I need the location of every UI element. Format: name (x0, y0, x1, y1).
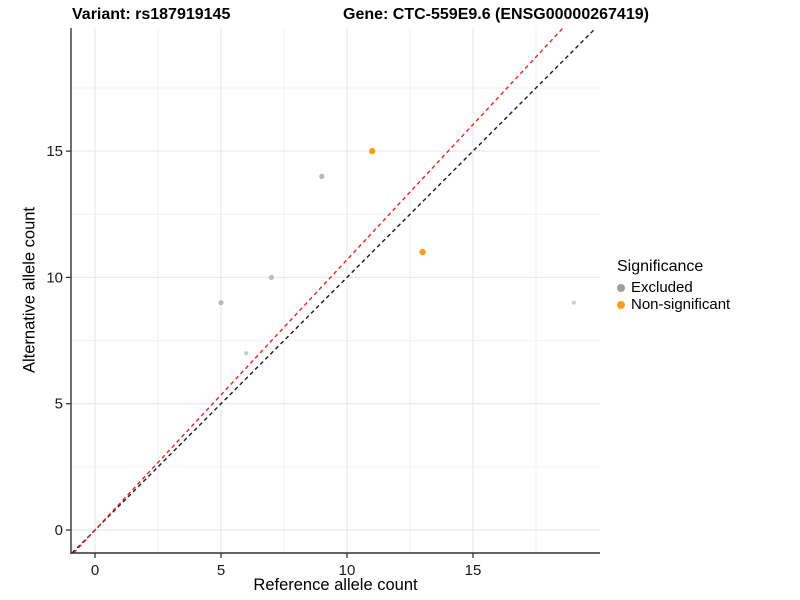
data-point-excluded (218, 300, 224, 306)
legend-label: Excluded (631, 279, 693, 296)
data-point-excluded (319, 173, 325, 179)
data-point-non-significant (369, 147, 376, 155)
legend-items: Excluded Non-significant (617, 279, 730, 313)
legend-dot-icon (617, 300, 625, 309)
data-point-excluded (571, 300, 576, 305)
chart-title-gene: Gene: CTC-559E9.6 (ENSG00000267419) (343, 6, 649, 23)
legend: Significance Excluded Non-significant (617, 258, 730, 313)
identity-line (71, 27, 597, 554)
fit-line (73, 27, 564, 554)
data-point-non-significant (419, 248, 426, 256)
y-tick-label: 5 (55, 396, 63, 413)
y-tick-label: 15 (46, 143, 63, 160)
x-tick-label: 10 (339, 562, 356, 579)
legend-dot-icon (617, 283, 625, 292)
x-tick-label: 0 (91, 562, 99, 579)
y-axis-title: Alternative allele count (20, 206, 39, 374)
chart-title-variant: Variant: rs187919145 (72, 6, 231, 23)
x-axis-title: Reference allele count (253, 576, 418, 594)
legend-item: Non-significant (617, 296, 730, 313)
legend-title: Significance (617, 258, 704, 275)
legend-item: Excluded (617, 279, 730, 296)
x-tick-label: 5 (217, 562, 225, 579)
x-tick-label: 15 (465, 562, 482, 579)
data-point-excluded (244, 351, 249, 356)
y-tick-label: 10 (46, 269, 63, 286)
y-tick-label: 0 (55, 522, 63, 539)
legend-label: Non-significant (631, 296, 731, 313)
data-point-excluded (268, 274, 274, 280)
